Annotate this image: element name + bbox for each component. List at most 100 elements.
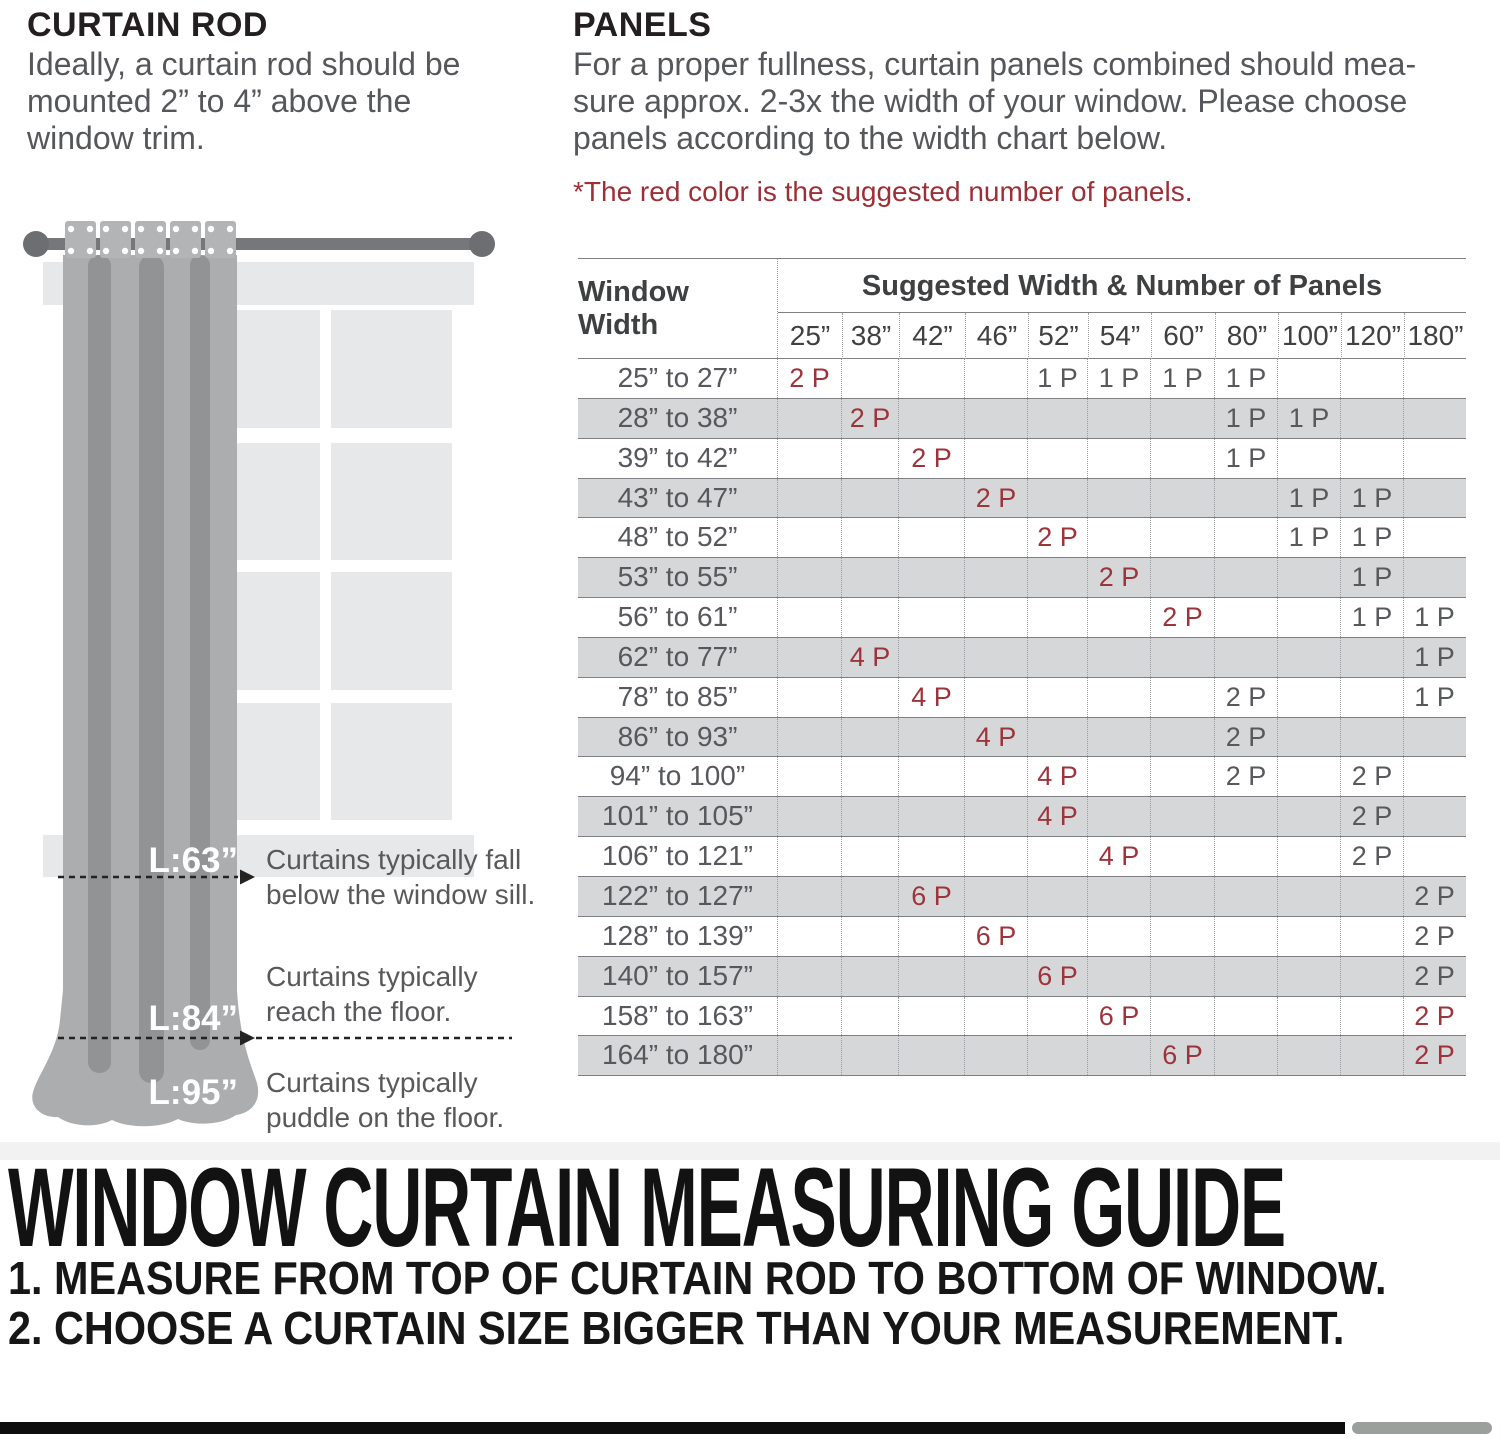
panel-count-cell: [964, 359, 1027, 398]
table-row: 101” to 105” 4 P 2 P: [578, 797, 1466, 838]
table-row: 94” to 100” 4 P 2 P 2 P: [578, 757, 1466, 798]
panel-count-cell: 4 P: [1027, 797, 1087, 837]
column-header-row: 25” 38” 42” 46” 52” 54” 60” 80” 100” 120” 180”: [778, 313, 1466, 359]
panel-count-cell: [964, 996, 1027, 1036]
panel-count-cell: 4 P: [1087, 837, 1150, 876]
panel-count-cell: [1087, 518, 1150, 558]
panel-count-cell: [964, 677, 1027, 717]
panel-count-cell: [964, 438, 1027, 478]
window-width-row-label: 28” to 38”: [617, 401, 738, 433]
panel-count-cell: [841, 478, 898, 518]
panel-count-cell: [1150, 398, 1214, 438]
panel-count-cell: [1403, 478, 1465, 518]
panel-count-cell: [898, 359, 964, 398]
panel-count-cell: 4 P: [1027, 757, 1087, 797]
panel-count-cell: 2 P: [964, 478, 1027, 518]
window-width-row-label: 25” to 27”: [617, 362, 738, 393]
panel-count-cell: [777, 956, 841, 996]
window-width-row-label: 106” to 121”: [602, 840, 753, 872]
table-row: 53” to 55” 2 P 1 P: [578, 558, 1466, 599]
panel-count-cell: [841, 876, 898, 916]
window-width-row-label: 128” to 139”: [602, 919, 753, 951]
panel-count-cell: [1087, 717, 1150, 757]
curtain-window-illustration: L:63” L:84” L:95” Curtains typically fal…: [23, 221, 535, 1133]
panel-count-cell: [1403, 438, 1465, 478]
bottom-black-bar: [0, 1422, 1345, 1434]
panel-count-cell: 1 P: [1087, 359, 1150, 398]
panel-count-cell: [777, 558, 841, 598]
panel-count-cell: [1087, 757, 1150, 797]
panel-count-cell: [1277, 837, 1340, 876]
window-width-row-label: 158” to 163”: [602, 999, 753, 1031]
panel-count-cell: [777, 876, 841, 916]
panel-count-cell: [1214, 558, 1277, 598]
panel-count-cell: [1214, 1036, 1277, 1076]
panel-count-cell: [1277, 1036, 1340, 1076]
panel-count-cell: [898, 717, 964, 757]
panel-count-cell: [1403, 717, 1465, 757]
panel-count-cell: [1340, 717, 1403, 757]
panel-count-cell: [777, 478, 841, 518]
panel-count-cell: [1150, 518, 1214, 558]
panel-count-cell: [898, 478, 964, 518]
panel-count-cell: [1277, 717, 1340, 757]
panel-count-cell: [777, 598, 841, 637]
panel-count-cell: [1150, 797, 1214, 837]
window-width-row-label: 62” to 77”: [617, 640, 738, 672]
floor-caption-line2: reach the floor.: [266, 996, 451, 1027]
table-header: Window Width Suggested Width & Number of…: [578, 259, 1466, 359]
table-row: 62” to 77” 4 P 1 P: [578, 637, 1466, 678]
table-row: 78” to 85” 4 P 2 P 1 P: [578, 677, 1466, 718]
table-row: 106” to 121” 4 P 2 P: [578, 837, 1466, 877]
panel-count-cell: [1403, 518, 1465, 558]
panel-count-cell: [964, 637, 1027, 677]
panel-count-cell: [777, 637, 841, 677]
column-header: 54”: [1088, 313, 1151, 359]
panel-count-cell: [1277, 359, 1340, 398]
panel-count-cell: [1150, 637, 1214, 677]
column-header: 42”: [899, 313, 965, 359]
arrow-63-icon: [240, 869, 255, 885]
panel-count-cell: [1150, 916, 1214, 956]
panel-count-cell: 1 P: [1277, 478, 1340, 518]
window-width-row-label: 86” to 93”: [617, 720, 738, 752]
panel-count-cell: [964, 398, 1027, 438]
panel-count-cell: [964, 1036, 1027, 1076]
panel-count-cell: [898, 398, 964, 438]
arrow-84-icon: [240, 1030, 255, 1046]
panel-count-cell: [1087, 876, 1150, 916]
panel-count-cell: [1403, 398, 1465, 438]
panel-count-cell: [1340, 996, 1403, 1036]
curtain-rod-body: Ideally, a curtain rod should be mounted…: [27, 46, 461, 156]
panel-count-cell: 2 P: [898, 438, 964, 478]
column-header: 100”: [1278, 313, 1341, 359]
panel-count-cell: [777, 677, 841, 717]
panel-count-cell: [1087, 398, 1150, 438]
panel-count-cell: [777, 757, 841, 797]
panel-count-cell: 6 P: [1027, 956, 1087, 996]
panel-count-cell: [1150, 837, 1214, 876]
panel-count-cell: [1087, 1036, 1150, 1076]
panel-count-cell: [1027, 677, 1087, 717]
panel-count-cell: [1403, 359, 1465, 398]
panel-count-cell: 1 P: [1277, 518, 1340, 558]
panel-count-cell: [841, 757, 898, 797]
column-header: 80”: [1215, 313, 1278, 359]
panel-count-cell: 2 P: [1340, 797, 1403, 837]
panel-count-cell: 6 P: [964, 916, 1027, 956]
panel-count-cell: [1340, 1036, 1403, 1076]
panel-count-cell: 1 P: [1277, 398, 1340, 438]
panel-count-cell: [1027, 598, 1087, 637]
suggested-width-header: Suggested Width & Number of Panels: [778, 259, 1466, 313]
panel-count-cell: [1087, 478, 1150, 518]
panel-count-cell: [777, 518, 841, 558]
panel-count-cell: 6 P: [1150, 1036, 1214, 1076]
panel-count-cell: [1087, 598, 1150, 637]
panel-count-cell: [1027, 558, 1087, 598]
panel-count-cell: [1150, 956, 1214, 996]
panel-count-cell: [1214, 598, 1277, 637]
panel-count-cell: [1027, 1036, 1087, 1076]
table-row: 86” to 93” 4 P 2 P: [578, 717, 1466, 758]
